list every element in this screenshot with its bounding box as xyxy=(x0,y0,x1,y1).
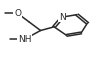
Text: NH: NH xyxy=(18,35,32,44)
Text: N: N xyxy=(59,13,66,22)
Text: O: O xyxy=(14,9,21,18)
